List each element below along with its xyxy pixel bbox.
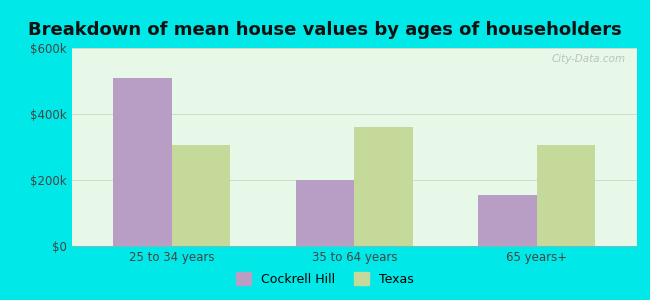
Bar <box>114 78 172 246</box>
Text: City-Data.com: City-Data.com <box>552 54 626 64</box>
Bar <box>296 180 354 246</box>
Text: Breakdown of mean house values by ages of householders: Breakdown of mean house values by ages o… <box>28 21 622 39</box>
Bar <box>478 195 537 246</box>
Legend: Cockrell Hill, Texas: Cockrell Hill, Texas <box>231 267 419 291</box>
Bar <box>354 127 413 246</box>
Bar <box>537 145 595 246</box>
Bar <box>172 145 230 246</box>
